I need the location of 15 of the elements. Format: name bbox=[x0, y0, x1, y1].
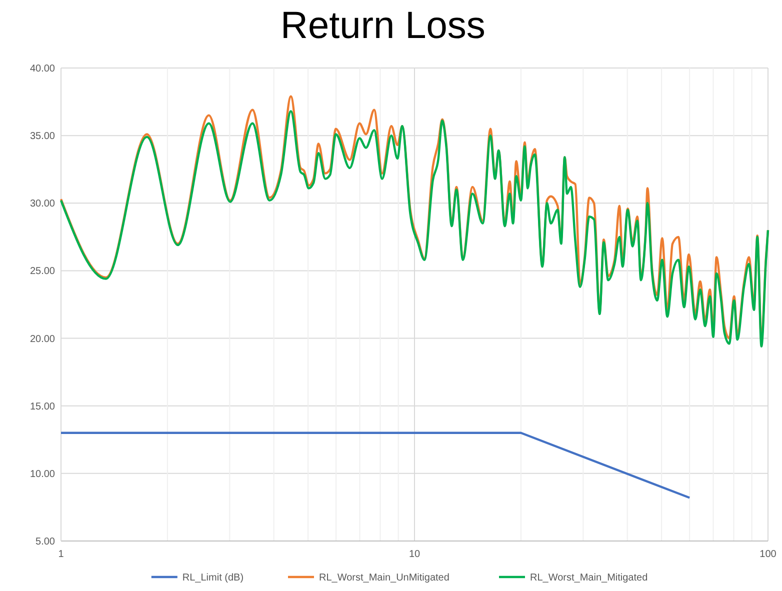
x-tick-label: 1 bbox=[58, 549, 64, 560]
y-tick-label: 20.00 bbox=[30, 334, 56, 345]
y-tick-label: 15.00 bbox=[30, 401, 56, 412]
legend-label: RL_Worst_Main_Mitigated bbox=[530, 572, 648, 584]
chart-title: Return Loss bbox=[280, 5, 486, 47]
legend-label: RL_Limit (dB) bbox=[182, 572, 244, 584]
legend-label: RL_Worst_Main_UnMitigated bbox=[319, 572, 450, 584]
y-tick-label: 30.00 bbox=[30, 198, 56, 210]
y-tick-label: 25.00 bbox=[30, 266, 56, 278]
x-tick-label: 10 bbox=[408, 549, 420, 560]
y-tick-label: 10.00 bbox=[30, 468, 56, 480]
y-tick-label: 5.00 bbox=[36, 536, 56, 548]
x-tick-label: 100 bbox=[760, 549, 777, 560]
y-tick-label: 40.00 bbox=[30, 64, 56, 74]
y-tick-label: 35.00 bbox=[30, 131, 56, 142]
